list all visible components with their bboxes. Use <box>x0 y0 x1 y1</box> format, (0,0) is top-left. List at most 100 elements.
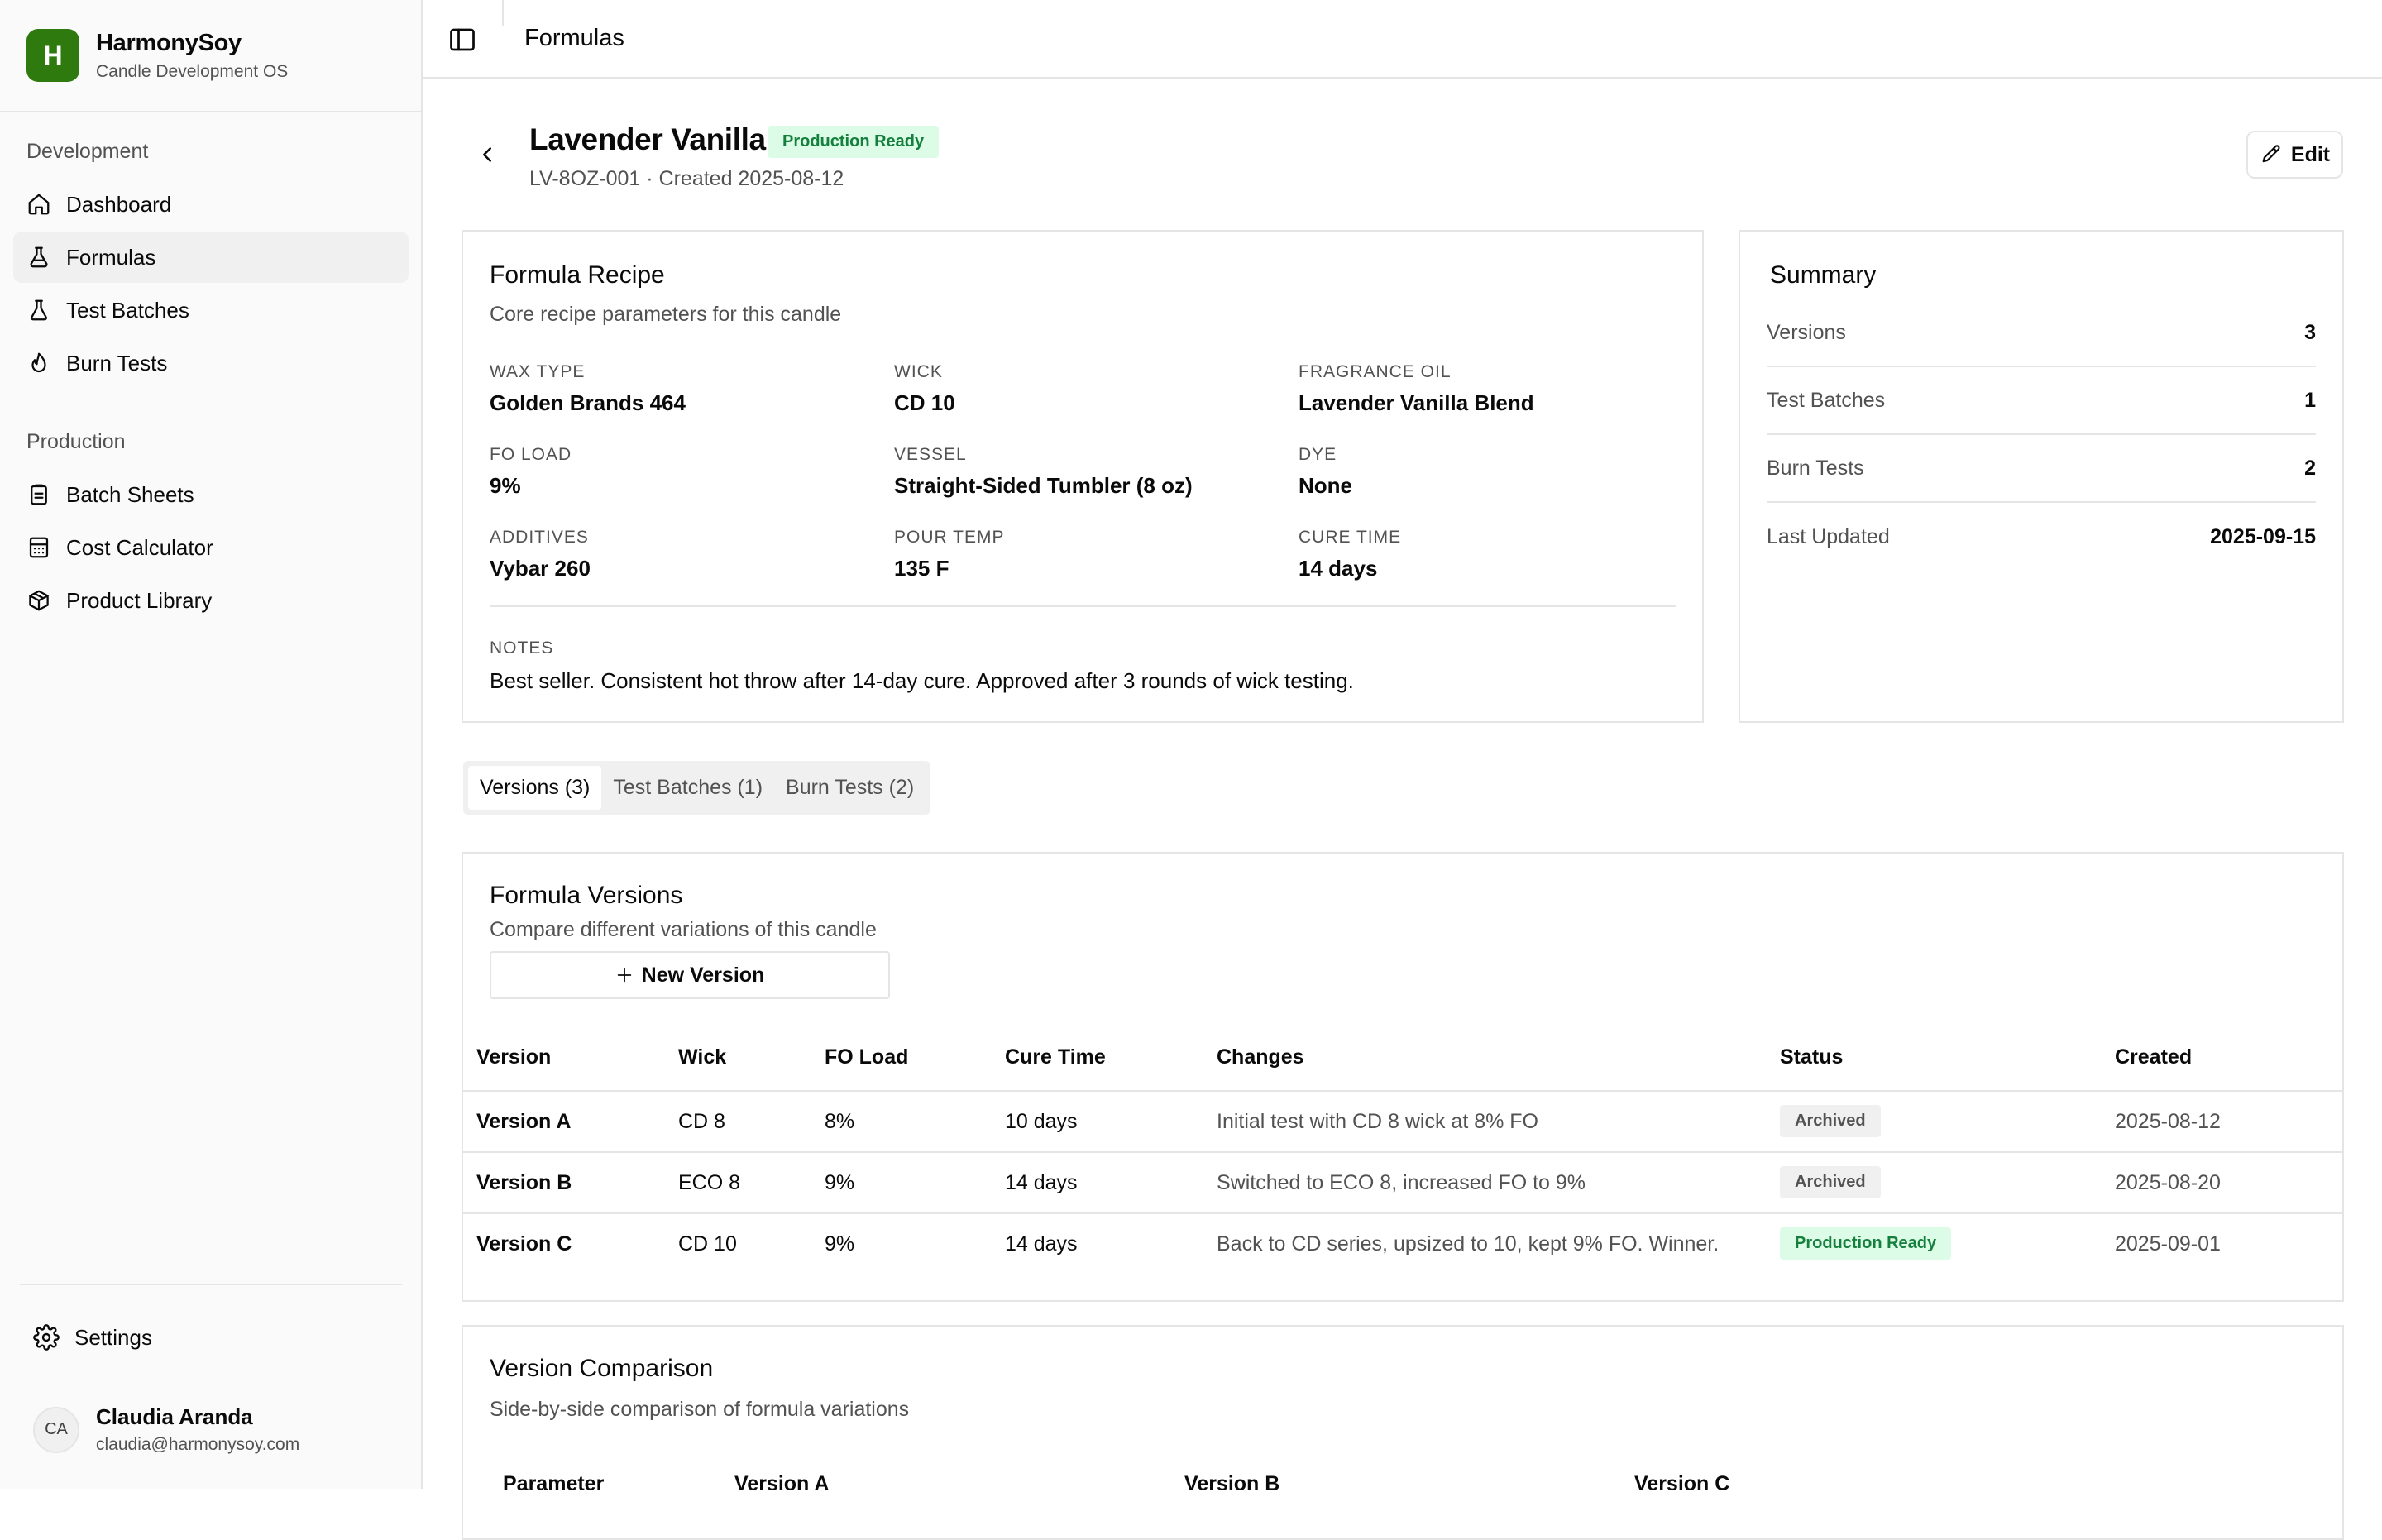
field-label-wick: Wick <box>894 362 943 381</box>
cell-changes: Back to CD series, upsized to 10, kept 9… <box>1217 1232 1720 1255</box>
table-row[interactable]: Version C CD 10 9% 14 days Back to CD se… <box>463 1212 2344 1274</box>
cell-created: 2025-08-20 <box>2115 1171 2221 1194</box>
column-header-status: Status <box>1780 1045 1844 1069</box>
cell-cure-time: 10 days <box>1005 1110 1078 1133</box>
sidebar-item-batch-sheets[interactable]: Batch Sheets <box>13 469 409 520</box>
brand-subtitle: Candle Development OS <box>96 61 289 81</box>
sidebar-divider <box>0 111 421 112</box>
column-header-created: Created <box>2115 1045 2193 1069</box>
summary-label: Last Updated <box>1767 524 1890 548</box>
back-arrow-icon[interactable] <box>475 141 500 169</box>
sidebar-item-label: Formulas <box>66 244 156 270</box>
sidebar-item-product-library[interactable]: Product Library <box>13 575 409 626</box>
status-badge: Production Ready <box>768 126 940 158</box>
column-header-changes: Changes <box>1217 1045 1304 1069</box>
user-name: Claudia Aranda <box>96 1404 253 1429</box>
versions-card-title: Formula Versions <box>490 882 683 909</box>
field-label-fo-load: FO Load <box>490 445 572 464</box>
field-value-fo-load: 9% <box>490 473 521 498</box>
sidebar-item-formulas[interactable]: Formulas <box>13 232 409 283</box>
column-header-version-a: Version A <box>734 1472 830 1495</box>
user-profile[interactable]: CA Claudia Aranda claudia@harmonysoy.com <box>33 1404 299 1455</box>
column-header-cure-time: Cure Time <box>1005 1045 1106 1069</box>
calculator-icon <box>29 537 49 558</box>
sidebar-item-dashboard[interactable]: Dashboard <box>13 179 409 230</box>
brand[interactable]: H HarmonySoy Candle Development OS <box>26 28 288 83</box>
table-row[interactable]: Version B ECO 8 9% 14 days Switched to E… <box>463 1151 2344 1212</box>
cell-cure-time: 14 days <box>1005 1232 1078 1255</box>
recipe-card-description: Core recipe parameters for this candle <box>490 303 842 326</box>
cell-wick: ECO 8 <box>678 1171 741 1194</box>
sidebar-item-burn-tests[interactable]: Burn Tests <box>13 337 409 389</box>
field-label-vessel: Vessel <box>894 445 967 464</box>
flame-icon <box>31 352 46 373</box>
version-comparison-card: Version Comparison Side-by-side comparis… <box>462 1325 2344 1540</box>
avatar: CA <box>33 1406 79 1453</box>
cell-changes: Initial test with CD 8 wick at 8% FO <box>1217 1110 1539 1133</box>
sidebar-item-label: Burn Tests <box>66 350 168 375</box>
versions-card-description: Compare different variations of this can… <box>490 918 877 941</box>
field-value-additives: Vybar 260 <box>490 556 591 581</box>
sidebar-item-test-batches[interactable]: Test Batches <box>13 285 409 336</box>
plus-icon <box>617 968 631 983</box>
edit-button[interactable]: Edit <box>2246 131 2343 179</box>
field-value-vessel: Straight-Sided Tumbler (8 oz) <box>894 473 1193 498</box>
field-label-wax-type: Wax Type <box>490 362 586 381</box>
sidebar-item-settings[interactable]: Settings <box>20 1312 402 1363</box>
field-value-wick: CD 10 <box>894 390 955 415</box>
summary-value: 1 <box>2304 388 2316 412</box>
brand-name: HarmonySoy <box>96 29 242 56</box>
cell-created: 2025-09-01 <box>2115 1232 2221 1255</box>
status-badge: Production Ready <box>1780 1227 1952 1260</box>
sidebar-footer-divider <box>20 1284 402 1285</box>
comparison-card-title: Version Comparison <box>490 1355 714 1382</box>
tab-versions[interactable]: Versions (3) <box>468 766 602 810</box>
table-row[interactable]: Version A CD 8 8% 10 days Initial test w… <box>463 1090 2344 1151</box>
home-icon <box>28 194 50 215</box>
new-version-label: New Version <box>641 963 765 987</box>
status-badge: Archived <box>1780 1166 1881 1198</box>
tab-burn-tests[interactable]: Burn Tests (2) <box>786 776 915 799</box>
field-label-fragrance-oil: Fragrance Oil <box>1299 362 1452 381</box>
new-version-button[interactable]: New Version <box>490 951 890 999</box>
cell-fo-load: 9% <box>825 1171 855 1194</box>
sidebar-item-label: Test Batches <box>66 297 189 323</box>
cell-cure-time: 14 days <box>1005 1171 1078 1194</box>
page-subtitle: LV-8OZ-001 · Created 2025-08-12 <box>529 167 844 190</box>
breadcrumb: Formulas <box>524 25 624 51</box>
cell-wick: CD 10 <box>678 1232 737 1255</box>
page-title: Lavender Vanilla <box>529 122 766 156</box>
column-header-version: Version <box>476 1045 552 1069</box>
tab-test-batches[interactable]: Test Batches (1) <box>613 776 763 799</box>
column-header-wick: Wick <box>678 1045 727 1069</box>
summary-card: Summary Versions 3 Test Batches 1 Burn T… <box>1739 230 2344 723</box>
flask-icon <box>30 246 48 268</box>
summary-card-title: Summary <box>1770 261 1877 289</box>
cell-changes: Switched to ECO 8, increased FO to 9% <box>1217 1171 1586 1194</box>
cell-version: Version A <box>476 1110 572 1133</box>
topbar: Formulas <box>423 0 2382 79</box>
edit-button-label: Edit <box>2290 142 2331 166</box>
column-header-fo-load: FO Load <box>825 1045 909 1069</box>
sidebar-toggle-icon[interactable] <box>447 25 477 55</box>
notes-label: Notes <box>490 638 554 658</box>
sidebar: H HarmonySoy Candle Development OS Devel… <box>0 0 423 1489</box>
column-header-version-b: Version B <box>1184 1472 1280 1495</box>
brand-logo: H <box>26 29 79 82</box>
summary-value: 2025-09-15 <box>2210 524 2316 548</box>
summary-label: Test Batches <box>1767 388 1886 412</box>
cell-fo-load: 9% <box>825 1232 855 1255</box>
gear-icon <box>33 1324 60 1351</box>
pencil-icon <box>2262 145 2280 163</box>
sidebar-item-cost-calculator[interactable]: Cost Calculator <box>13 522 409 573</box>
notes-text: Best seller. Consistent hot throw after … <box>490 668 1354 693</box>
cell-version: Version B <box>476 1171 572 1194</box>
sidebar-item-label: Product Library <box>66 587 213 613</box>
summary-label: Versions <box>1767 320 1846 344</box>
topbar-separator <box>502 0 504 26</box>
summary-label: Burn Tests <box>1767 456 1864 480</box>
summary-row-test-batches: Test Batches 1 <box>1767 367 2316 435</box>
column-header-version-c: Version C <box>1634 1472 1730 1495</box>
summary-row-versions: Versions 3 <box>1767 299 2316 367</box>
formula-recipe-card: Formula Recipe Core recipe parameters fo… <box>462 230 1704 723</box>
